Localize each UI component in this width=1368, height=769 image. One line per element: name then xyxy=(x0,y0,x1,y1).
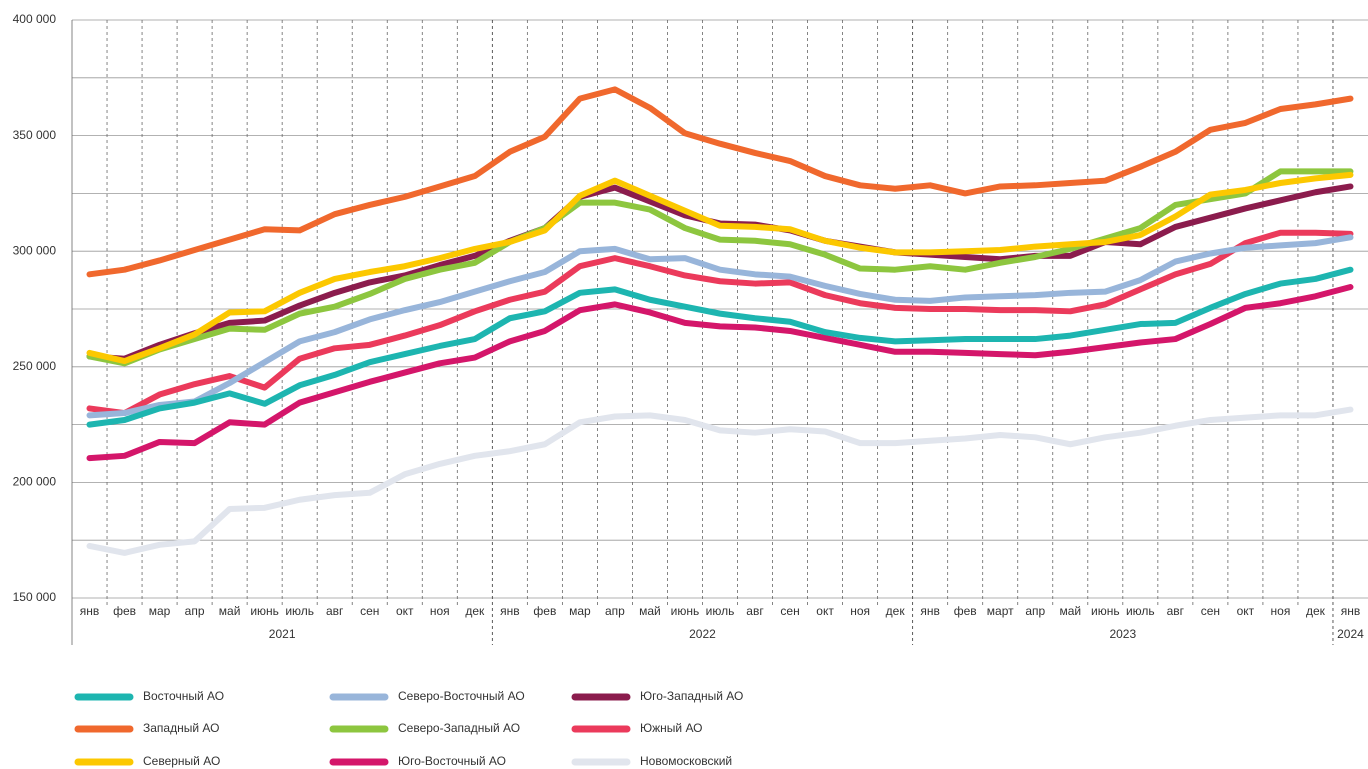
x-tick-label: сен xyxy=(1201,604,1220,618)
x-tick-label: окт xyxy=(1237,604,1255,618)
x-tick-label: дек xyxy=(1306,604,1326,618)
x-tick-label: фев xyxy=(954,604,977,618)
x-tick-label: окт xyxy=(816,604,834,618)
x-tick-label: июль xyxy=(285,604,314,618)
x-tick-label: сен xyxy=(360,604,379,618)
x-tick-label: июнь xyxy=(1091,604,1120,618)
x-tick-label: июнь xyxy=(250,604,279,618)
x-tick-label: март xyxy=(987,604,1014,618)
series-line xyxy=(86,229,1354,417)
x-tick-label: май xyxy=(639,604,661,618)
legend-label: Южный АО xyxy=(640,721,703,735)
legend-label: Юго-Западный АО xyxy=(640,689,743,703)
x-tick-label: май xyxy=(219,604,241,618)
x-tick-label: июль xyxy=(706,604,735,618)
series-line xyxy=(86,234,1354,419)
x-tick-label: янв xyxy=(500,604,520,618)
x-tick-label: авг xyxy=(1167,604,1185,618)
x-tick-label: май xyxy=(1059,604,1081,618)
year-label: 2023 xyxy=(1109,627,1136,641)
legend-label: Юго-Восточный АО xyxy=(398,754,506,768)
series-line xyxy=(86,86,1354,278)
x-tick-label: мар xyxy=(149,604,171,618)
x-tick-label: ноя xyxy=(850,604,870,618)
x-tick-label: янв xyxy=(920,604,940,618)
y-tick-label: 400 000 xyxy=(13,12,57,26)
legend-label: Северный АО xyxy=(143,754,220,768)
x-tick-label: фев xyxy=(113,604,136,618)
y-tick-label: 150 000 xyxy=(13,590,57,604)
x-tick-label: июнь xyxy=(671,604,700,618)
x-tick-label: сен xyxy=(780,604,799,618)
x-tick-label: июль xyxy=(1126,604,1155,618)
x-tick-label: окт xyxy=(396,604,414,618)
legend-label: Северо-Восточный АО xyxy=(398,689,525,703)
x-tick-label: ноя xyxy=(1271,604,1291,618)
y-tick-label: 300 000 xyxy=(13,243,57,257)
series-line xyxy=(86,266,1354,428)
x-tick-label: апр xyxy=(1025,604,1045,618)
x-tick-label: фев xyxy=(533,604,556,618)
x-tick-label: апр xyxy=(185,604,205,618)
x-tick-label: ноя xyxy=(430,604,450,618)
legend-label: Северо-Западный АО xyxy=(398,721,520,735)
year-label: 2024 xyxy=(1337,627,1364,641)
year-label: 2022 xyxy=(689,627,716,641)
legend-label: Новомосковский xyxy=(640,754,732,768)
series-line xyxy=(86,168,1354,367)
year-label: 2021 xyxy=(269,627,296,641)
x-tick-label: авг xyxy=(746,604,764,618)
legend-label: Восточный АО xyxy=(143,689,224,703)
legend-label: Западный АО xyxy=(143,721,219,735)
x-tick-label: янв xyxy=(1341,604,1361,618)
series-line xyxy=(86,284,1354,462)
y-tick-label: 250 000 xyxy=(13,359,57,373)
x-tick-label: мар xyxy=(569,604,591,618)
y-tick-label: 350 000 xyxy=(13,128,57,142)
x-tick-label: апр xyxy=(605,604,625,618)
x-tick-label: авг xyxy=(326,604,344,618)
y-tick-label: 200 000 xyxy=(13,475,57,489)
series-line xyxy=(86,171,1354,365)
series-line xyxy=(86,406,1354,556)
x-tick-label: дек xyxy=(886,604,906,618)
x-tick-label: дек xyxy=(465,604,485,618)
x-tick-label: янв xyxy=(80,604,100,618)
